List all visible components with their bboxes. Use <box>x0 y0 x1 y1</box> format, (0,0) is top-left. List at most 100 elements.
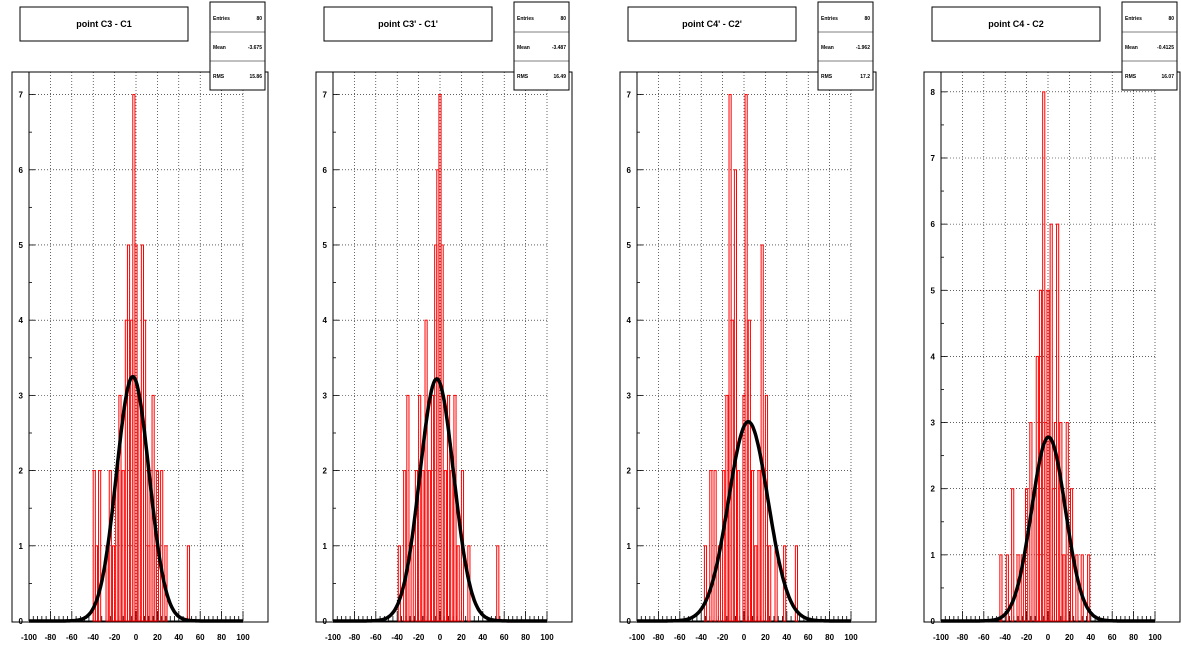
y-tick-label: 6 <box>19 166 24 175</box>
x-tick-label: -60 <box>370 633 382 642</box>
x-tick-label: -40 <box>695 633 707 642</box>
x-tick-label: -100 <box>933 633 950 642</box>
y-tick-label: 6 <box>931 220 936 229</box>
y-tick-label: 4 <box>931 352 936 361</box>
stat-label-mean: Mean <box>1125 45 1138 51</box>
y-tick-label: 1 <box>931 551 936 560</box>
histogram-bin <box>160 470 164 622</box>
histogram-bin <box>1011 488 1015 622</box>
x-tick-label: 100 <box>844 633 858 642</box>
histogram-bin <box>733 169 738 622</box>
y-tick-label: 0 <box>627 617 632 626</box>
histogram-bin <box>430 394 435 622</box>
x-tick-label: 60 <box>1108 633 1117 642</box>
y-tick-label: 7 <box>627 91 632 100</box>
histogram-bin <box>94 545 98 622</box>
histogram-bin <box>414 470 419 622</box>
title-box <box>323 6 493 42</box>
x-tick-label: -100 <box>325 633 342 642</box>
x-tick-label: -80 <box>653 633 665 642</box>
stat-label-entries: Entries <box>213 16 230 22</box>
x-tick-label: 20 <box>761 633 770 642</box>
y-tick-label: 5 <box>323 241 328 250</box>
histogram-bin <box>1042 91 1046 622</box>
x-tick-label: 0 <box>438 633 443 642</box>
y-tick-label: 4 <box>19 316 24 325</box>
stats-box <box>209 1 266 91</box>
stat-value-entries: 80 <box>1168 16 1174 22</box>
histogram-bin <box>709 470 713 622</box>
histogram-bin <box>744 94 748 622</box>
y-tick-label: 4 <box>323 316 328 325</box>
stat-value-mean: -3.675 <box>248 45 262 51</box>
stat-label-entries: Entries <box>1125 16 1142 22</box>
x-tick-label: -80 <box>349 633 361 642</box>
x-tick-label: -100 <box>629 633 646 642</box>
x-tick-label: 80 <box>1129 633 1138 642</box>
histogram-bin <box>722 470 726 622</box>
stats-box <box>1121 1 1178 91</box>
x-tick-label: -20 <box>413 633 425 642</box>
stat-label-rms: RMS <box>1125 74 1137 80</box>
chart-panel-1: -100 -80 -60 -40 -20 0 20 40 60 80 100 0 1 2 3 4 5 6 7 poin… <box>11 1 269 642</box>
x-tick-label: -60 <box>978 633 990 642</box>
x-tick-label: -40 <box>999 633 1011 642</box>
stats-box <box>513 1 570 91</box>
histogram-bin <box>703 545 708 622</box>
chart-title: point C4' - C2' <box>682 19 742 29</box>
y-tick-label: 3 <box>627 391 632 400</box>
y-tick-label: 3 <box>323 391 328 400</box>
y-tick-label: 0 <box>19 617 24 626</box>
x-tick-label: 100 <box>236 633 250 642</box>
x-tick-label: 40 <box>478 633 487 642</box>
x-tick-label: 20 <box>457 633 466 642</box>
x-tick-label: -40 <box>391 633 403 642</box>
histogram-bin <box>126 244 131 622</box>
x-tick-label: 0 <box>134 633 139 642</box>
histogram-bin <box>999 554 1003 622</box>
x-tick-label: -100 <box>21 633 38 642</box>
histogram-bin <box>424 319 428 622</box>
y-tick-label: 6 <box>323 166 328 175</box>
stat-label-rms: RMS <box>821 74 833 80</box>
y-tick-label: 5 <box>19 241 24 250</box>
x-tick-label: 40 <box>1086 633 1095 642</box>
y-tick-label: 4 <box>627 316 632 325</box>
histogram-bin <box>1087 554 1091 622</box>
x-tick-label: -80 <box>45 633 57 642</box>
title-box <box>19 6 189 42</box>
histogram-bin <box>794 545 799 622</box>
stat-label-mean: Mean <box>517 45 530 51</box>
histogram-bin <box>747 319 751 622</box>
x-tick-label: 0 <box>1046 633 1051 642</box>
y-tick-label: 2 <box>323 467 328 476</box>
histogram-bin <box>1059 422 1063 622</box>
y-tick-label: 2 <box>19 467 24 476</box>
histogram-bin <box>118 394 122 622</box>
y-tick-label: 2 <box>931 485 936 494</box>
x-tick-label: -60 <box>674 633 686 642</box>
histogram-bin <box>418 394 422 622</box>
x-tick-label: 80 <box>521 633 530 642</box>
stat-value-rms: 16.07 <box>1161 74 1174 80</box>
x-tick-label: 60 <box>804 633 813 642</box>
histogram-bin <box>737 470 741 622</box>
stat-value-mean: -1.962 <box>856 45 870 51</box>
histogram-bin <box>406 394 410 622</box>
histogram-bin <box>427 470 431 622</box>
histogram-bin <box>121 470 125 622</box>
histogram-bin <box>440 244 444 622</box>
gaussian-fit-curve <box>636 419 852 623</box>
histogram-bin <box>768 545 772 622</box>
histogram-bin <box>750 470 755 622</box>
y-tick-label: 0 <box>323 617 328 626</box>
title-box <box>931 6 1101 42</box>
gaussian-fit-curve <box>940 435 1156 623</box>
stat-label-mean: Mean <box>213 45 226 51</box>
histogram-bin <box>397 545 401 622</box>
stat-value-rms: 17.2 <box>860 74 870 80</box>
histogram-bin <box>760 244 764 622</box>
x-tick-label: 40 <box>782 633 791 642</box>
y-tick-label: 8 <box>931 88 936 97</box>
histogram-bin <box>443 470 447 622</box>
